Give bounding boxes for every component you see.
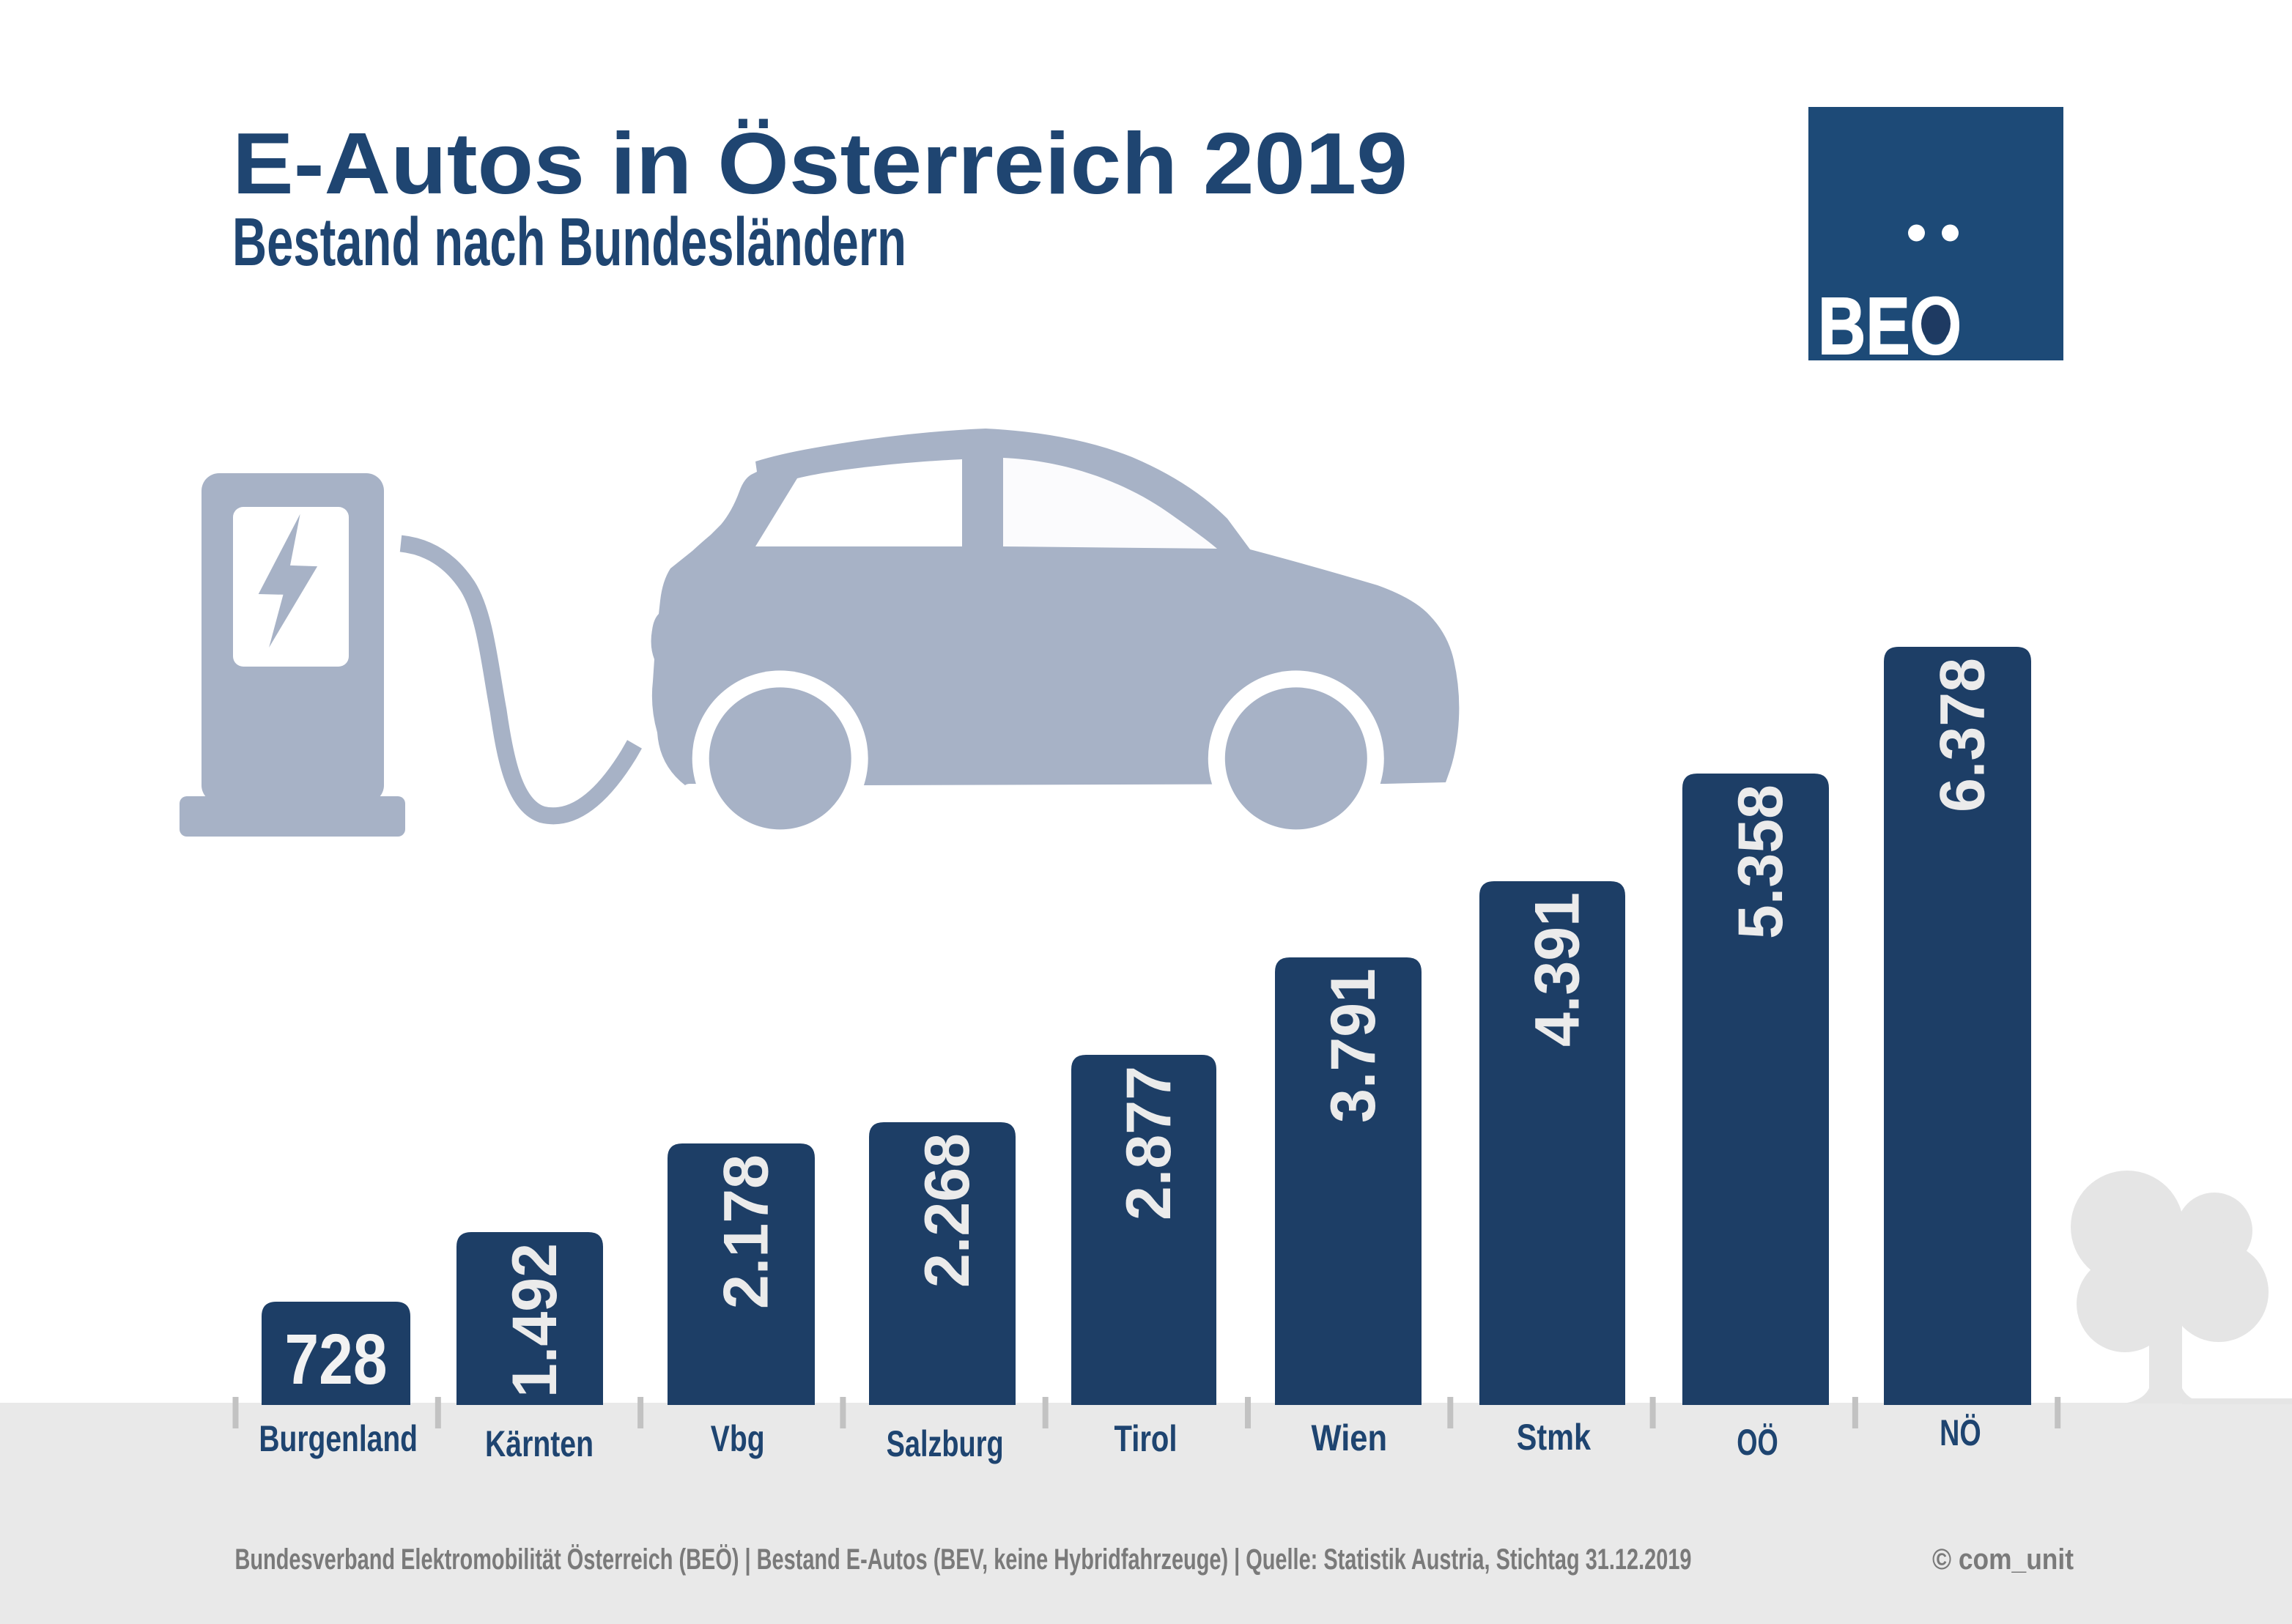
svg-text:Kärnten: Kärnten [485,1423,594,1464]
svg-text:2.268: 2.268 [912,1133,983,1288]
svg-text:2.877: 2.877 [1114,1066,1184,1220]
svg-text:E-Autos in Österreich 2019: E-Autos in Österreich 2019 [232,115,1408,212]
svg-text:5.358: 5.358 [1726,785,1796,939]
svg-text:OÖ: OÖ [1737,1422,1778,1463]
svg-text:© com_unit: © com_unit [1932,1543,2074,1576]
svg-text:Bundesverband Elektromobilität: Bundesverband Elektromobilität Österreic… [235,1543,1692,1576]
svg-text:3.791: 3.791 [1318,968,1389,1123]
svg-text:Salzburg: Salzburg [887,1423,1004,1464]
svg-text:728: 728 [285,1319,388,1399]
svg-text:4.391: 4.391 [1523,892,1593,1047]
svg-text:Wien: Wien [1312,1417,1388,1458]
svg-text:1.492: 1.492 [500,1243,570,1398]
svg-text:Burgenland: Burgenland [259,1418,418,1459]
svg-text:6.378: 6.378 [1928,658,1998,812]
svg-text:Stmk: Stmk [1517,1417,1591,1458]
svg-text:Tirol: Tirol [1114,1418,1178,1459]
svg-text:2.178: 2.178 [711,1154,782,1309]
svg-text:NÖ: NÖ [1940,1412,1981,1453]
svg-text:Bestand nach Bundesländern: Bestand nach Bundesländern [232,204,906,280]
svg-text:Vbg: Vbg [711,1418,765,1459]
